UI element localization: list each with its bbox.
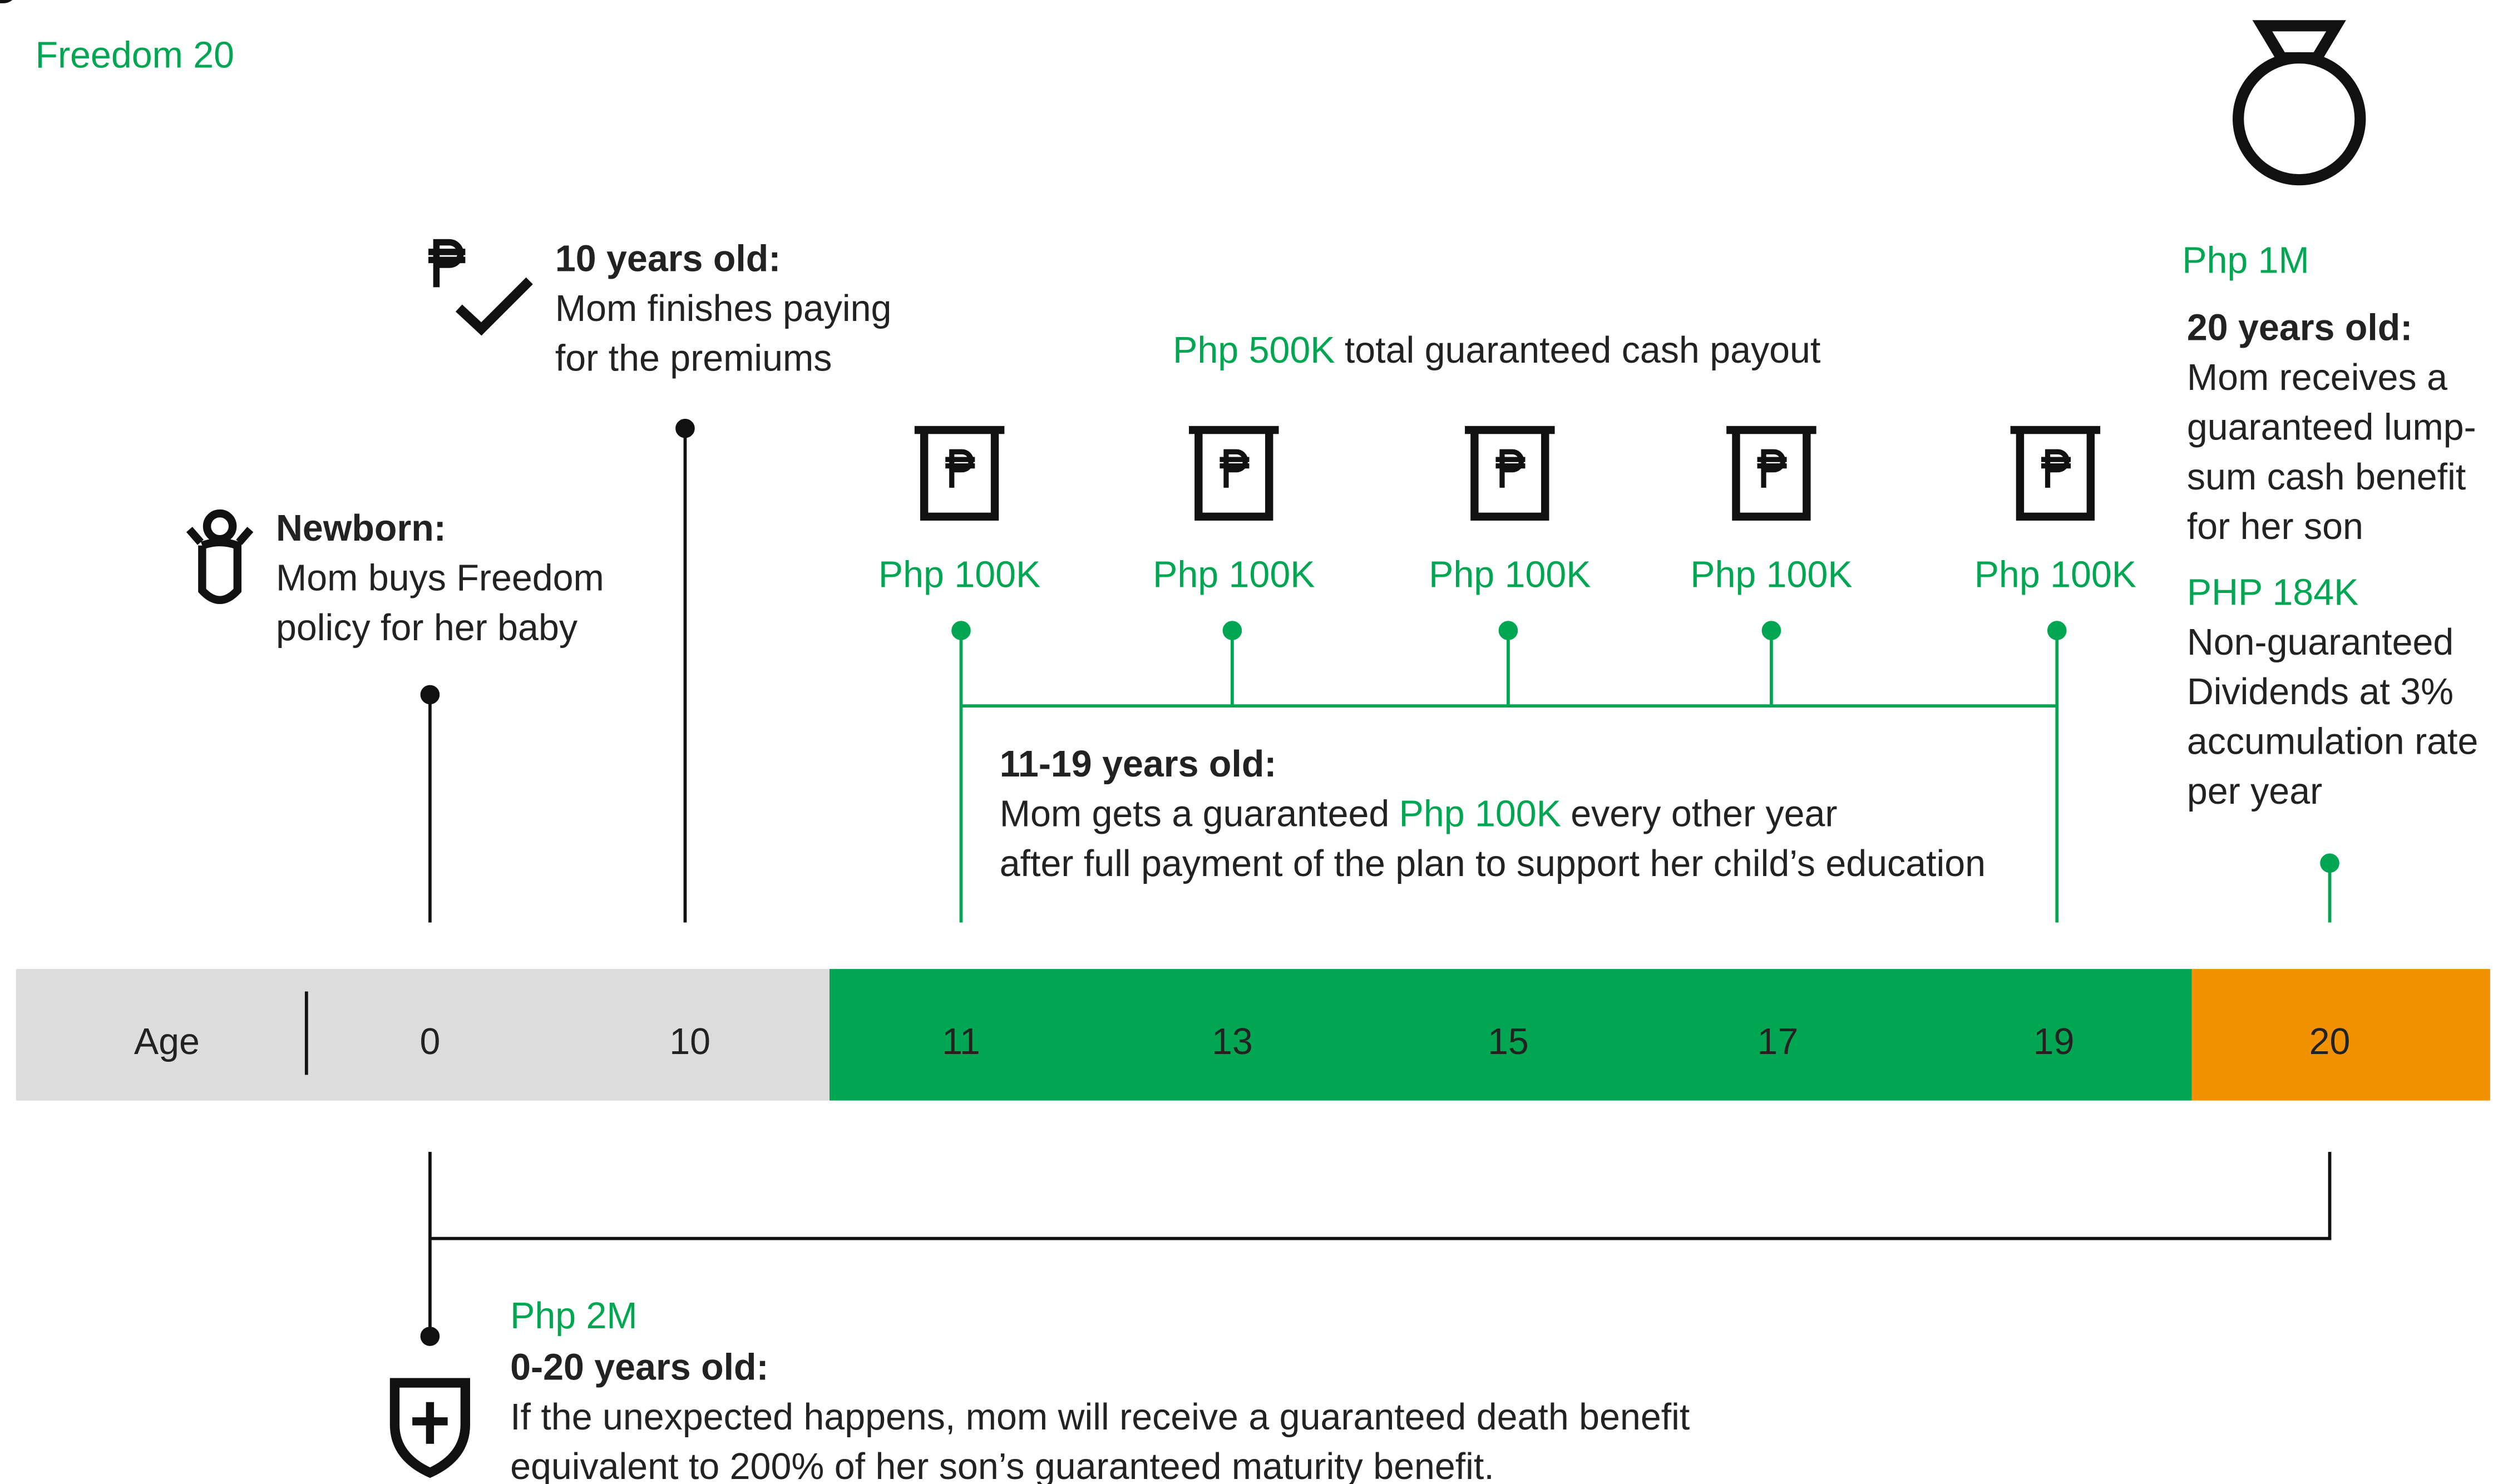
age: 20 — [2309, 1021, 2351, 1062]
text-line: Mom buys Freedom — [276, 557, 604, 598]
line: Mom gets a guaranteed Php 100K every other… — [1000, 793, 1838, 834]
age: 11 — [942, 1021, 980, 1062]
age-label: Age — [134, 1021, 200, 1062]
age: 10 — [669, 1021, 710, 1062]
payout: Php 100K — [1153, 555, 1315, 596]
text-line: for the premiums — [555, 338, 832, 379]
age: 15 — [1488, 1021, 1529, 1062]
text-line: after full payment of the plan to suppor… — [1000, 843, 1986, 884]
text-line: for her son — [2187, 506, 2363, 547]
heading: 10 years old: — [555, 239, 781, 280]
text-line: guaranteed lump- — [2187, 407, 2476, 448]
text-line: sum cash benefit — [2187, 457, 2466, 498]
age: 0 — [419, 1021, 440, 1062]
text-line: policy for her baby — [276, 607, 578, 649]
age: 13 — [1212, 1021, 1253, 1062]
heading: 0-20 years old: — [510, 1347, 769, 1388]
text-line: Non-guaranteed — [2187, 622, 2453, 663]
text-line: Dividends at 3% — [2187, 671, 2453, 713]
text-line: accumulation rate — [2187, 721, 2479, 763]
payout: Php 100K — [1429, 555, 1591, 596]
text-line: equivalent to 200% of her son’s guarante… — [510, 1446, 1494, 1484]
age: 17 — [1757, 1021, 1799, 1062]
amount: Php 100K — [1399, 793, 1561, 834]
amount: Php 500K — [1173, 330, 1335, 371]
heading: Newborn: — [276, 508, 446, 549]
text: total guaranteed cash payout — [1345, 330, 1821, 371]
text-line: Mom finishes paying — [555, 288, 892, 329]
payout: Php 100K — [1690, 555, 1852, 596]
payout: Php 100K — [1974, 555, 2136, 596]
amount: PHP 184K — [2187, 572, 2359, 613]
title: Freedom 20 — [35, 34, 234, 76]
amount: Php 1M — [2182, 240, 2309, 281]
text-line: per year — [2187, 771, 2322, 812]
age: 19 — [2033, 1021, 2075, 1062]
payout: Php 100K — [878, 555, 1040, 596]
heading: 20 years old: — [2187, 308, 2413, 349]
text-line: Mom receives a — [2187, 357, 2447, 398]
payout-total: Php 500K total guaranteed cash payout — [1173, 330, 1820, 371]
text: Mom gets a guaranteed — [1000, 793, 1390, 834]
heading: 11-19 years old: — [1000, 744, 1277, 785]
amount: Php 2M — [510, 1295, 638, 1337]
text: every other year — [1571, 793, 1837, 834]
text-line: If the unexpected happens, mom will rece… — [510, 1397, 1690, 1438]
